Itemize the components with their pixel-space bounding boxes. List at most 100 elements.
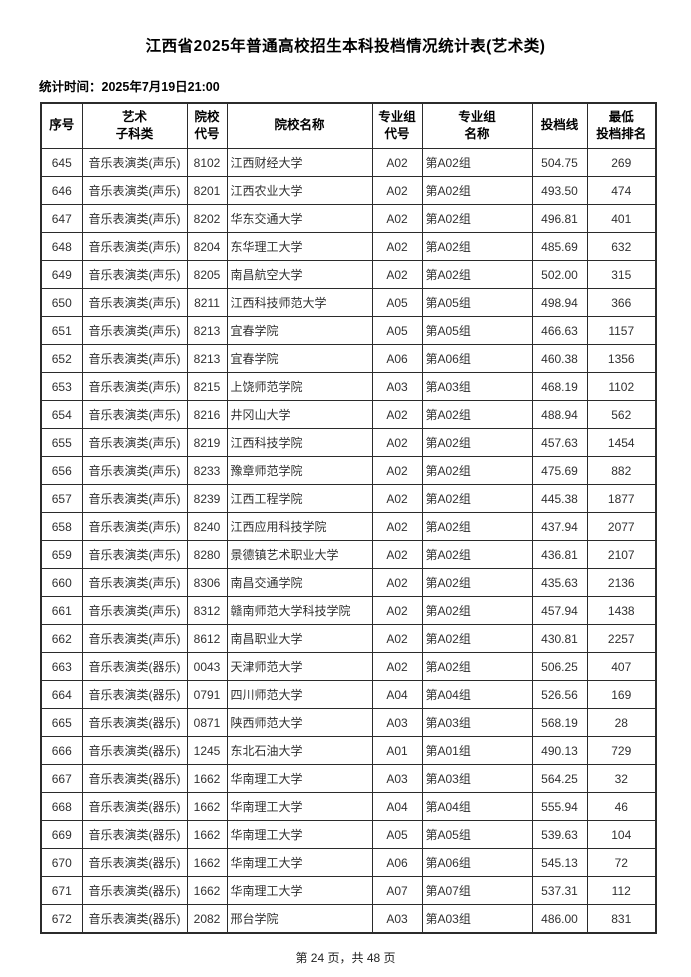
header-college-code: 院校 代号 bbox=[186, 102, 228, 149]
cell-college-name: 东北石油大学 bbox=[226, 736, 373, 765]
cell-college-code: 2082 bbox=[186, 904, 228, 934]
cell-major-group-name: 第A02组 bbox=[421, 484, 533, 513]
cell-college-name: 东华理工大学 bbox=[226, 232, 373, 261]
cell-art-subcategory: 音乐表演类(器乐) bbox=[81, 848, 188, 877]
cell-cutoff-score: 466.63 bbox=[531, 316, 588, 345]
cell-cutoff-score: 555.94 bbox=[531, 792, 588, 821]
header-college-name: 院校名称 bbox=[226, 102, 373, 149]
cell-major-group-code: A05 bbox=[371, 288, 423, 317]
cell-college-code: 8215 bbox=[186, 372, 228, 401]
cell-min-rank: 2257 bbox=[586, 624, 657, 653]
cell-cutoff-score: 435.63 bbox=[531, 568, 588, 597]
cell-college-name: 豫章师范学院 bbox=[226, 456, 373, 485]
cell-college-code: 8213 bbox=[186, 316, 228, 345]
header-major-group-code: 专业组 代号 bbox=[371, 102, 423, 149]
cell-college-code: 0043 bbox=[186, 652, 228, 681]
cell-college-name: 华东交通大学 bbox=[226, 204, 373, 233]
cell-major-group-code: A03 bbox=[371, 904, 423, 934]
header-label: 代号 bbox=[384, 127, 410, 141]
cell-cutoff-score: 437.94 bbox=[531, 512, 588, 541]
cell-cutoff-score: 545.13 bbox=[531, 848, 588, 877]
cell-art-subcategory: 音乐表演类(声乐) bbox=[81, 176, 188, 205]
cell-major-group-code: A03 bbox=[371, 764, 423, 793]
cell-college-name: 华南理工大学 bbox=[226, 792, 373, 821]
cell-art-subcategory: 音乐表演类(器乐) bbox=[81, 904, 188, 934]
cell-college-name: 华南理工大学 bbox=[226, 876, 373, 905]
cell-seq-no: 668 bbox=[40, 792, 83, 821]
stat-time-line: 统计时间：2025年7月19日21:00 bbox=[39, 76, 691, 95]
cell-art-subcategory: 音乐表演类(声乐) bbox=[81, 596, 188, 625]
cell-min-rank: 882 bbox=[586, 456, 657, 485]
cell-cutoff-score: 506.25 bbox=[531, 652, 588, 681]
cell-major-group-code: A02 bbox=[371, 624, 423, 653]
cell-min-rank: 72 bbox=[586, 848, 657, 877]
cell-major-group-name: 第A02组 bbox=[421, 512, 533, 541]
cell-cutoff-score: 485.69 bbox=[531, 232, 588, 261]
cell-min-rank: 831 bbox=[586, 904, 657, 934]
stat-time-value: 2025年7月19日21:00 bbox=[101, 80, 220, 94]
header-seq-no: 序号 bbox=[40, 102, 83, 149]
cell-major-group-code: A01 bbox=[371, 736, 423, 765]
header-label: 投档线 bbox=[540, 118, 579, 133]
table-row: 660 音乐表演类(声乐) 8306 南昌交通学院 A02 第A02组 435.63 2136 bbox=[40, 568, 657, 597]
cell-major-group-code: A02 bbox=[371, 540, 423, 569]
cell-cutoff-score: 445.38 bbox=[531, 484, 588, 513]
cell-cutoff-score: 564.25 bbox=[531, 764, 588, 793]
header-major-group-name: 专业组 名称 bbox=[421, 102, 533, 149]
header-label: 院校名称 bbox=[274, 118, 325, 133]
cell-major-group-name: 第A03组 bbox=[421, 708, 533, 737]
cell-seq-no: 670 bbox=[40, 848, 83, 877]
cell-major-group-name: 第A02组 bbox=[421, 400, 533, 429]
cell-college-code: 8205 bbox=[186, 260, 228, 289]
cell-major-group-code: A02 bbox=[371, 148, 423, 177]
cell-major-group-name: 第A02组 bbox=[421, 456, 533, 485]
header-art-subcategory: 艺术 子科类 bbox=[81, 102, 188, 149]
cell-college-code: 8213 bbox=[186, 344, 228, 373]
cell-art-subcategory: 音乐表演类(器乐) bbox=[81, 652, 188, 681]
header-min-rank: 最低 投档排名 bbox=[586, 102, 657, 149]
cell-major-group-name: 第A06组 bbox=[421, 344, 533, 373]
table-row: 651 音乐表演类(声乐) 8213 宜春学院 A05 第A05组 466.63 1157 bbox=[40, 316, 657, 345]
cell-major-group-code: A05 bbox=[371, 820, 423, 849]
cell-college-name: 华南理工大学 bbox=[226, 764, 373, 793]
cell-min-rank: 729 bbox=[586, 736, 657, 765]
table-row: 672 音乐表演类(器乐) 2082 邢台学院 A03 第A03组 486.00 831 bbox=[40, 904, 657, 934]
table-row: 664 音乐表演类(器乐) 0791 四川师范大学 A04 第A04组 526.56 169 bbox=[40, 680, 657, 709]
cell-college-code: 8102 bbox=[186, 148, 228, 177]
table-row: 667 音乐表演类(器乐) 1662 华南理工大学 A03 第A03组 564.25 32 bbox=[40, 764, 657, 793]
header-cutoff-score: 投档线 bbox=[531, 102, 588, 149]
cell-major-group-code: A02 bbox=[371, 596, 423, 625]
cell-college-code: 8239 bbox=[186, 484, 228, 513]
cell-min-rank: 1438 bbox=[586, 596, 657, 625]
cell-seq-no: 664 bbox=[40, 680, 83, 709]
cell-college-code: 0791 bbox=[186, 680, 228, 709]
cell-art-subcategory: 音乐表演类(声乐) bbox=[81, 232, 188, 261]
cell-college-code: 8233 bbox=[186, 456, 228, 485]
cell-art-subcategory: 音乐表演类(声乐) bbox=[81, 372, 188, 401]
cell-college-name: 南昌交通学院 bbox=[226, 568, 373, 597]
cell-art-subcategory: 音乐表演类(器乐) bbox=[81, 820, 188, 849]
cell-min-rank: 1454 bbox=[586, 428, 657, 457]
cell-min-rank: 1877 bbox=[586, 484, 657, 513]
cell-seq-no: 645 bbox=[40, 148, 83, 177]
cell-min-rank: 169 bbox=[586, 680, 657, 709]
cell-major-group-name: 第A04组 bbox=[421, 792, 533, 821]
cell-major-group-name: 第A02组 bbox=[421, 624, 533, 653]
cell-major-group-name: 第A03组 bbox=[421, 904, 533, 934]
cell-major-group-name: 第A03组 bbox=[421, 764, 533, 793]
cell-college-code: 8240 bbox=[186, 512, 228, 541]
cell-seq-no: 669 bbox=[40, 820, 83, 849]
cell-art-subcategory: 音乐表演类(器乐) bbox=[81, 876, 188, 905]
cell-major-group-code: A02 bbox=[371, 176, 423, 205]
table-row: 658 音乐表演类(声乐) 8240 江西应用科技学院 A02 第A02组 437.94 20… bbox=[40, 512, 657, 541]
cell-min-rank: 269 bbox=[586, 148, 657, 177]
table-row: 649 音乐表演类(声乐) 8205 南昌航空大学 A02 第A02组 502.00 315 bbox=[40, 260, 657, 289]
cell-major-group-name: 第A02组 bbox=[421, 148, 533, 177]
cell-major-group-code: A02 bbox=[371, 484, 423, 513]
table-row: 669 音乐表演类(器乐) 1662 华南理工大学 A05 第A05组 539.63 104 bbox=[40, 820, 657, 849]
cell-college-code: 1662 bbox=[186, 820, 228, 849]
cell-seq-no: 661 bbox=[40, 596, 83, 625]
cell-college-code: 8312 bbox=[186, 596, 228, 625]
cell-major-group-code: A02 bbox=[371, 428, 423, 457]
cell-college-name: 宜春学院 bbox=[226, 344, 373, 373]
